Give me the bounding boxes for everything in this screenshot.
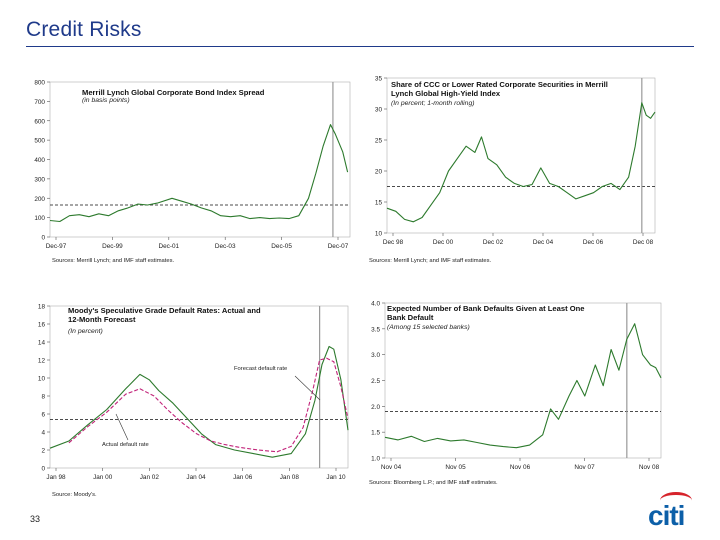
chart-subtitle: (In percent; 1-month rolling) (391, 100, 475, 107)
y-tick-label: 0 (41, 466, 45, 473)
x-tick-label: Nov 05 (445, 464, 466, 471)
chart-source: Sources: Bloomberg L.P.; and IMF staff e… (369, 480, 498, 486)
y-tick-label: 1.0 (371, 456, 380, 463)
y-tick-label: 2.5 (371, 378, 380, 385)
y-tick-label: 3.0 (371, 352, 380, 359)
x-tick-label: Dec-05 (271, 243, 292, 250)
x-tick-label: Jan 02 (140, 474, 160, 481)
x-tick-label: Nov 04 (381, 464, 402, 471)
x-tick-label: Jan 10 (326, 474, 346, 481)
chart-panel-bond-spread: 0 100 200 300 400 500 600 700 800 Dec-97 Dec-99 Dec… (30, 72, 351, 287)
citi-logo: citi (648, 488, 696, 531)
chart-title: Share of CCC or Lower Rated Corporate Se… (391, 80, 608, 98)
series-line-0 (49, 124, 349, 223)
y-tick-label: 4.0 (371, 301, 380, 308)
page-title: Credit Risks (26, 18, 142, 41)
chart-svg-default-rates: 0 2 4 6 8 10 12 14 16 18 Jan 98 Jan 00 Jan 02 Jan 04 J… (38, 304, 349, 481)
chart-subtitle: (Among 15 selected banks) (387, 324, 470, 331)
actual-leader-line (115, 413, 129, 441)
logo-wordmark: citi (648, 500, 685, 531)
chart-source: Sources: Merrill Lynch; and IMF staff es… (369, 258, 492, 264)
chart-source: Source: Moody's. (52, 492, 97, 498)
y-tick-label: 600 (34, 118, 45, 125)
y-tick-label: 4 (41, 430, 45, 437)
y-tick-label: 16 (38, 322, 46, 329)
x-tick-label: Jan 98 (46, 474, 66, 481)
y-tick-label: 35 (375, 76, 383, 83)
chart-source: Sources: Merrill Lynch; and IMF staff es… (52, 258, 175, 264)
y-tick-label: 18 (38, 304, 46, 311)
x-tick-label: Jan 00 (93, 474, 113, 481)
x-tick-label: Dec 02 (483, 239, 504, 246)
y-tick-label: 2 (41, 448, 45, 455)
x-tick-label: Jan 06 (233, 474, 253, 481)
x-tick-label: Dec-99 (102, 243, 123, 250)
x-tick-label: Jan 04 (186, 474, 206, 481)
x-tick-label: Dec-01 (158, 243, 179, 250)
y-tick-label: 300 (34, 176, 45, 183)
x-tick-label: Dec 04 (533, 239, 554, 246)
x-tick-label: Dec 08 (633, 239, 654, 246)
series-line-0 (49, 345, 349, 458)
chart-subtitle: (in basis points) (82, 97, 130, 104)
x-tick-label: Dec-03 (215, 243, 236, 250)
y-tick-label: 1.5 (371, 430, 380, 437)
series-line-0 (384, 323, 662, 449)
actual-label: Actual default rate (102, 442, 149, 448)
x-tick-label: Nov 08 (639, 464, 660, 471)
y-tick-label: 200 (34, 196, 45, 203)
y-tick-label: 14 (38, 340, 46, 347)
x-tick-label: Dec 06 (583, 239, 604, 246)
chart-panel-default-rates: 0 2 4 6 8 10 12 14 16 18 Jan 98 Jan 00 Jan 02 Jan 04 J… (30, 296, 349, 511)
page-number: 33 (30, 514, 41, 524)
x-tick-label: Nov 06 (510, 464, 531, 471)
y-tick-label: 0 (41, 235, 45, 242)
x-tick-label: Jan 08 (280, 474, 300, 481)
series-line-0 (386, 102, 656, 223)
plot-frame (386, 77, 656, 234)
y-tick-label: 500 (34, 138, 45, 145)
y-tick-label: 100 (34, 215, 45, 222)
chart-svg-bond-spread: 0 100 200 300 400 500 600 700 800 Dec-97 Dec-99 Dec… (34, 80, 351, 250)
y-tick-label: 25 (375, 138, 383, 145)
chart-panel-ccc-share: 10 15 20 25 30 35 Dec 98 Dec 00 Dec 02 Dec 04 Dec … (365, 72, 665, 287)
x-tick-label: Dec-07 (328, 243, 349, 250)
y-tick-label: 800 (34, 80, 45, 87)
x-tick-label: Nov 07 (574, 464, 595, 471)
chart-svg-ccc-share: 10 15 20 25 30 35 Dec 98 Dec 00 Dec 02 Dec 04 Dec … (375, 76, 656, 246)
plot-frame (49, 81, 351, 238)
chart-svg-bank-defaults: 1.0 1.5 2.0 2.5 3.0 3.5 4.0 Nov 04 Nov 05 Nov 06 N… (371, 301, 662, 471)
y-tick-label: 10 (38, 376, 46, 383)
x-tick-label: Dec-97 (46, 243, 67, 250)
chart-panel-bank-defaults: 1.0 1.5 2.0 2.5 3.0 3.5 4.0 Nov 04 Nov 05 Nov 06 N… (365, 296, 665, 511)
logo-arc (660, 492, 692, 509)
chart-title: Merrill Lynch Global Corporate Bond Inde… (82, 88, 265, 97)
chart-title: Expected Number of Bank Defaults Given a… (387, 304, 585, 322)
title-divider (26, 46, 694, 47)
chart-title: Moody's Speculative Grade Default Rates:… (68, 306, 261, 324)
y-tick-label: 6 (41, 412, 45, 419)
y-tick-label: 8 (41, 394, 45, 401)
series-line-1 (68, 357, 349, 453)
y-tick-label: 700 (34, 99, 45, 106)
y-tick-label: 10 (375, 231, 383, 238)
x-tick-label: Dec 00 (433, 239, 454, 246)
plot-frame (49, 305, 349, 469)
x-tick-label: Dec 98 (383, 239, 404, 246)
y-tick-label: 3.5 (371, 326, 380, 333)
y-tick-label: 20 (375, 169, 383, 176)
forecast-leader-line (294, 375, 321, 401)
y-tick-label: 2.0 (371, 404, 380, 411)
forecast-label: Forecast default rate (234, 366, 288, 372)
y-tick-label: 12 (38, 358, 46, 365)
y-tick-label: 30 (375, 107, 383, 114)
y-tick-label: 400 (34, 157, 45, 164)
y-tick-label: 15 (375, 200, 383, 207)
chart-subtitle: (In percent) (68, 328, 103, 335)
